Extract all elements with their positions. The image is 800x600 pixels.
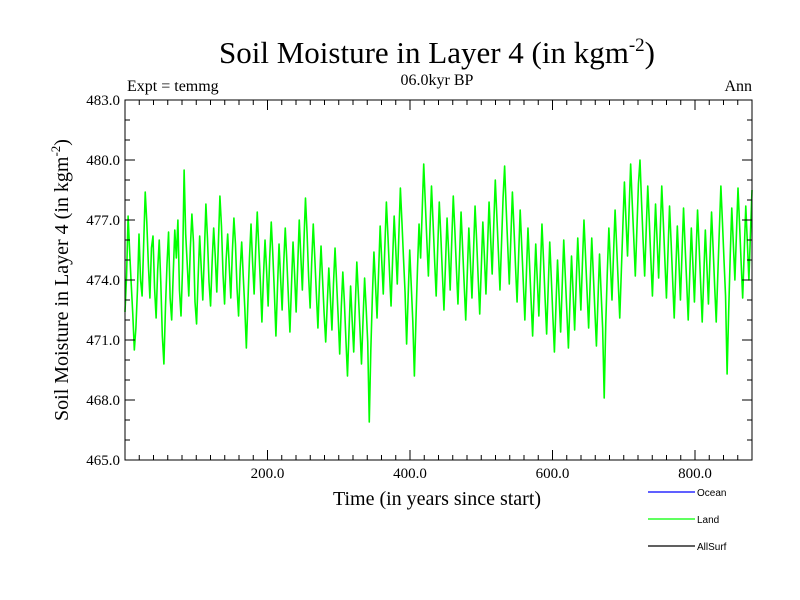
y-tick-label: 474.0	[86, 273, 120, 289]
legend: Ocean Land AllSurf	[648, 488, 727, 553]
y-tick-label: 477.0	[86, 213, 120, 229]
y-axis-label: Soil Moisture in Layer 4 (in kgm-2)	[48, 139, 73, 421]
legend-label-allsurf: AllSurf	[697, 542, 727, 553]
y-tick-label: 468.0	[86, 393, 120, 409]
tick-layer: 200.0 400.0 600.0 800.0 465.0 468.0 471.0 474.0…	[86, 93, 752, 482]
y-tick-label: 480.0	[86, 153, 120, 169]
x-tick-label: 800.0	[678, 466, 712, 482]
subtitle-right: Ann	[724, 78, 752, 95]
y-tick-label: 471.0	[86, 333, 120, 349]
series-layer	[124, 159, 753, 423]
plot-frame	[124, 99, 753, 461]
series-line-land	[124, 159, 753, 423]
subtitle-center: 06.0kyr BP	[401, 72, 474, 89]
subtitle-left: Expt = temmg	[127, 78, 219, 95]
x-axis-label: Time (in years since start)	[333, 488, 541, 510]
x-tick-label: 200.0	[251, 466, 285, 482]
y-tick-label: 483.0	[86, 93, 120, 109]
x-tick-label: 400.0	[393, 466, 427, 482]
legend-label-ocean: Ocean	[697, 488, 726, 499]
x-tick-label: 600.0	[536, 466, 570, 482]
chart-title: Soil Moisture in Layer 4 (in kgm-2)	[219, 35, 655, 70]
legend-label-land: Land	[697, 515, 719, 526]
y-tick-label: 465.0	[86, 453, 120, 469]
